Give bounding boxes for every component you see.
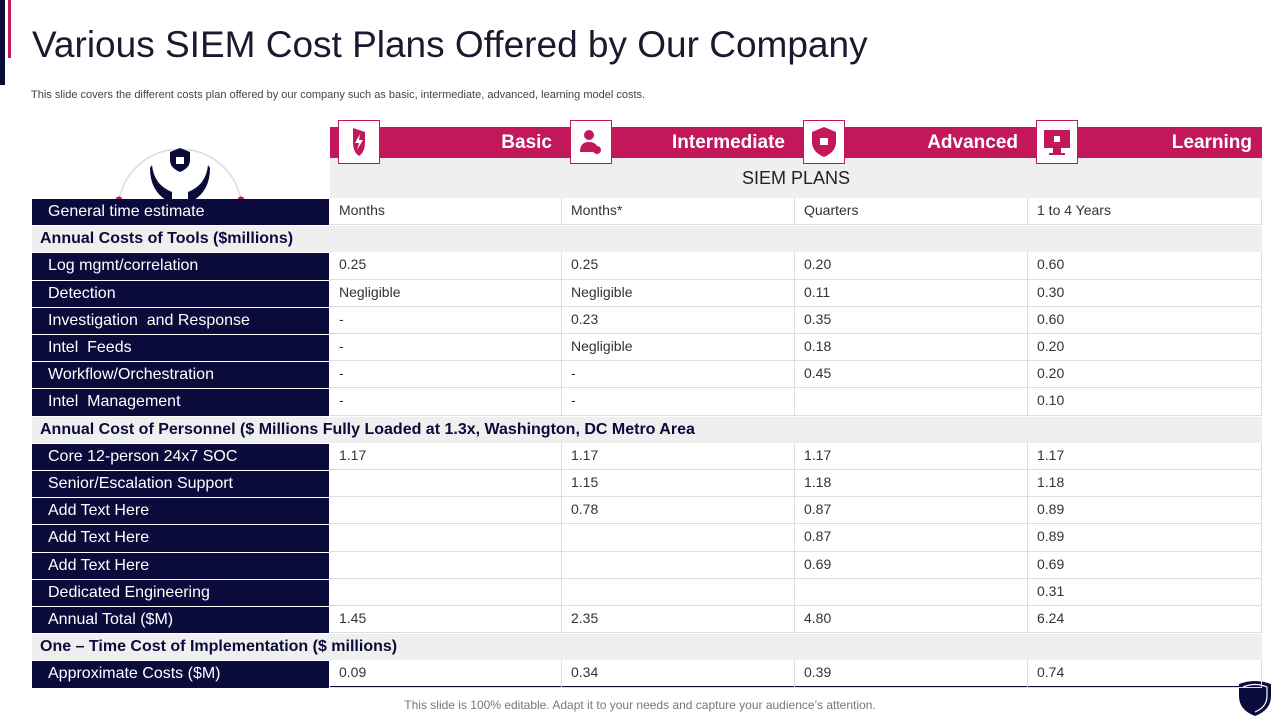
table-cell: -: [562, 388, 795, 416]
table-cell: -: [330, 334, 562, 362]
table-cell: 0.78: [562, 497, 795, 525]
section-row: One – Time Cost of Implementation ($ mil…: [32, 634, 1262, 661]
table-cell: 6.24: [1028, 606, 1262, 634]
row-label: Add Text Here: [32, 552, 329, 579]
table-cell: [330, 497, 562, 525]
table-cell: [795, 388, 1028, 416]
row-label: Intel Feeds: [32, 335, 329, 362]
row-label: General time estimate: [32, 199, 329, 226]
table-cell: -: [330, 361, 562, 389]
row-label: Workflow/Orchestration: [32, 362, 329, 389]
table-cell: 0.09: [330, 660, 562, 688]
table-cell: 0.11: [795, 279, 1028, 307]
table-cell: 0.87: [795, 497, 1028, 525]
table-cell: 0.39: [795, 660, 1028, 688]
table-cell: 0.25: [330, 252, 562, 280]
table-cell: 0.34: [562, 660, 795, 688]
table-cell: 0.20: [795, 252, 1028, 280]
table-cell: 0.69: [1028, 551, 1262, 579]
table-cell: 1.45: [330, 606, 562, 634]
table-cell: [330, 551, 562, 579]
row-label: Annual Total ($M): [32, 607, 329, 634]
table-cell: [562, 551, 795, 579]
table-cell: [330, 470, 562, 498]
shield-icon: [1239, 681, 1271, 716]
table-cell: [330, 578, 562, 606]
table-cell: [330, 524, 562, 552]
table-cell: Negligible: [562, 279, 795, 307]
table-cell: 0.35: [795, 306, 1028, 334]
table-cell: 1.18: [795, 470, 1028, 498]
table-caption: SIEM PLANS: [330, 158, 1262, 198]
table-cell: 1.18: [1028, 470, 1262, 498]
table-cell: 1.17: [562, 442, 795, 470]
table-cell: 1.17: [795, 442, 1028, 470]
row-label: Approximate Costs ($M): [32, 661, 329, 688]
table-cell: 2.35: [562, 606, 795, 634]
table-cell: 0.23: [562, 306, 795, 334]
row-label: Senior/Escalation Support: [32, 471, 329, 498]
table-cell: 0.20: [1028, 334, 1262, 362]
row-label: Dedicated Engineering: [32, 579, 329, 606]
table-cell: 0.30: [1028, 279, 1262, 307]
row-label: Add Text Here: [32, 525, 329, 552]
accent-bar: [0, 0, 5, 85]
table-cell: -: [330, 306, 562, 334]
row-label: Core 12-person 24x7 SOC: [32, 443, 329, 470]
table-cell: 0.60: [1028, 306, 1262, 334]
table-cell: 0.87: [795, 524, 1028, 552]
subtitle: This slide covers the different costs pl…: [31, 89, 646, 101]
section-row: Annual Costs of Tools ($millions): [32, 226, 1262, 253]
table-cell: 0.25: [562, 252, 795, 280]
section-row: Annual Cost of Personnel ($ Millions Ful…: [32, 416, 1262, 443]
table-cell: Months*: [562, 198, 795, 226]
table-cell: 0.31: [1028, 578, 1262, 606]
table-cell: Quarters: [795, 198, 1028, 226]
table-cell: 1.17: [1028, 442, 1262, 470]
row-label: Investigation and Response: [32, 307, 329, 334]
table-cell: 0.69: [795, 551, 1028, 579]
row-label: Detection: [32, 280, 329, 307]
plan-icon: [803, 120, 845, 164]
table-cell: 0.60: [1028, 252, 1262, 280]
table-cell: 4.80: [795, 606, 1028, 634]
plan-icon: [338, 120, 380, 164]
table-cell: 0.45: [795, 361, 1028, 389]
plan-icon: [570, 120, 612, 164]
table-cell: 0.89: [1028, 497, 1262, 525]
table-cell: -: [562, 361, 795, 389]
row-label: Log mgmt/correlation: [32, 253, 329, 280]
table-cell: 0.18: [795, 334, 1028, 362]
table-cell: 0.89: [1028, 524, 1262, 552]
table-cell: Negligible: [562, 334, 795, 362]
hands-icon: [115, 148, 245, 204]
table-cell: -: [330, 388, 562, 416]
table-cell: Negligible: [330, 279, 562, 307]
footer: This slide is 100% editable. Adapt it to…: [404, 698, 876, 712]
title: Various SIEM Cost Plans Offered by Our C…: [32, 24, 868, 65]
table-cell: 0.10: [1028, 388, 1262, 416]
plan-icon: [1036, 120, 1078, 164]
table-cell: [562, 524, 795, 552]
table-cell: 1.17: [330, 442, 562, 470]
table-cell: 1 to 4 Years: [1028, 198, 1262, 226]
row-label: Intel Management: [32, 389, 329, 416]
row-label: Add Text Here: [32, 498, 329, 525]
table-cell: 0.20: [1028, 361, 1262, 389]
table-cell: Months: [330, 198, 562, 226]
accent-bar: [8, 0, 11, 58]
table-cell: [795, 578, 1028, 606]
table-cell: [562, 578, 795, 606]
table-cell: 0.74: [1028, 660, 1262, 688]
table-cell: 1.15: [562, 470, 795, 498]
